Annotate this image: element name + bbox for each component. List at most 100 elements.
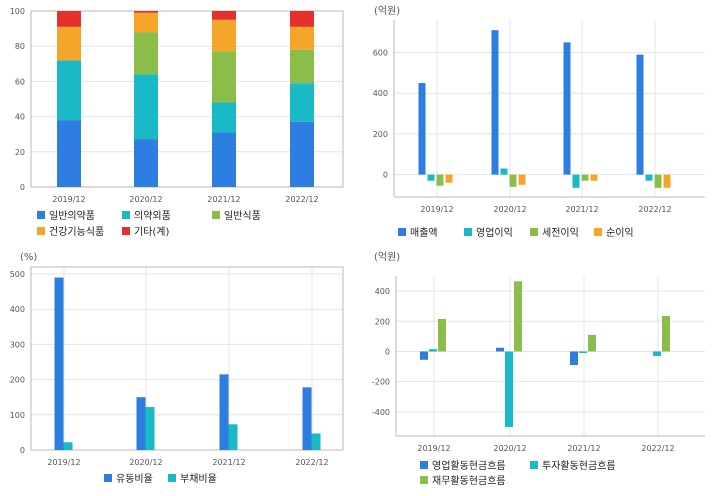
legend-swatch [37,211,45,219]
bar [514,281,522,352]
y-tick-label: 300 [10,340,25,349]
legend-swatch [398,228,406,236]
bar [420,351,428,360]
y-tick-label: 100 [10,7,25,16]
bars [418,30,671,188]
bar [653,351,661,356]
bar [581,174,589,181]
bar [228,424,238,450]
legend-swatch [122,211,130,219]
x-tick-label: 2020/12 [493,444,526,453]
bar [212,19,236,52]
legend-swatch [37,227,45,235]
legend-item: 일반의약품 [37,210,95,222]
x-tick-label: 2020/12 [129,458,162,467]
x-tick-label: 2020/12 [493,205,526,214]
legend-label: 의약외품 [134,210,171,222]
y-tick-label: 600 [373,49,388,58]
bar [563,42,571,175]
legend: 유동비율 부채비율 [104,473,217,485]
bar [302,387,312,450]
plot-area [394,20,705,197]
legend-label: 유동비율 [116,473,153,485]
x-tick-label: 2022/12 [638,205,671,214]
y-tick-label: 200 [375,317,390,326]
legend-item: 영업활동현금흐름 [420,459,506,472]
unit-label: (억원) [374,251,400,263]
legend-label: 세전이익 [542,227,579,239]
bar [662,316,670,352]
plot-frame [30,266,344,451]
legend-label: 영업활동현금흐름 [432,459,506,472]
bar [212,51,236,103]
bar [311,433,321,450]
x-tick-label: 2022/12 [641,444,674,453]
legend-label: 건강기능식품 [49,226,104,238]
bar [518,174,526,185]
y-tick-label: -200 [372,378,390,387]
bar [290,49,314,84]
legend-label: 일반의약품 [49,210,95,222]
x-tick-label: 2022/12 [285,195,318,204]
x-tick-label: 2019/12 [420,205,453,214]
x-tick-label: 2021/12 [207,195,240,204]
bar [500,168,508,175]
legend-item: 세전이익 [530,227,579,239]
chart-4: -400 -200 0 200 400 (억원) 2019/12 2020/12 2021/12… [372,251,705,487]
chart-2: 0 200 400 600 (억원) 2019/12 2020/12 2021/12 2022/… [373,5,705,239]
y-tick-label: 60 [15,77,25,86]
bar [219,374,229,450]
legend-label: 영업이익 [476,226,513,239]
y-tick-label: 0 [20,183,25,192]
legend-swatch [168,474,176,482]
y-tick-label: 40 [15,113,25,122]
legend-swatch [530,228,538,236]
y-tick-label: 200 [373,130,388,139]
y-tick-label: 0 [20,446,25,455]
bar [491,30,499,175]
bar [134,11,158,13]
bar [57,60,81,121]
unit-label: (%) [20,252,37,263]
y-tick-label: 400 [10,305,25,314]
legend-swatch [530,461,538,469]
bars [57,11,314,187]
bar [54,277,64,450]
legend-item: 매출액 [398,227,438,239]
legend-item: 유동비율 [104,473,153,485]
bar [418,83,426,175]
bar [579,351,587,353]
bar [436,174,444,186]
legend-label: 매출액 [410,227,438,239]
x-tick-label: 2021/12 [567,444,600,453]
bar [145,407,155,450]
bar [445,174,453,183]
y-tick-label: 400 [375,287,390,296]
bar [290,26,314,50]
bar [636,54,644,175]
legend-swatch [420,461,428,469]
y-tick-label: 80 [15,42,25,51]
bar [212,102,236,133]
bar [134,12,158,33]
legend-label: 순이익 [606,227,634,239]
legend-item: 건강기능식품 [37,226,104,238]
bar [212,132,236,187]
bar [57,26,81,61]
legend-label: 투자활동현금흐름 [542,459,616,472]
bar [134,32,158,75]
bar [438,319,446,352]
y-tick-label: 500 [10,270,25,279]
x-tick-label: 2021/12 [565,205,598,214]
bar [509,174,517,187]
bar [290,83,314,122]
legend-swatch [104,474,112,482]
y-tick-label: 200 [10,376,25,385]
legend-label: 부채비율 [180,473,217,485]
legend-item: 기타(계) [122,226,170,238]
bar [134,74,158,140]
bar [505,351,513,427]
bar [290,11,314,27]
